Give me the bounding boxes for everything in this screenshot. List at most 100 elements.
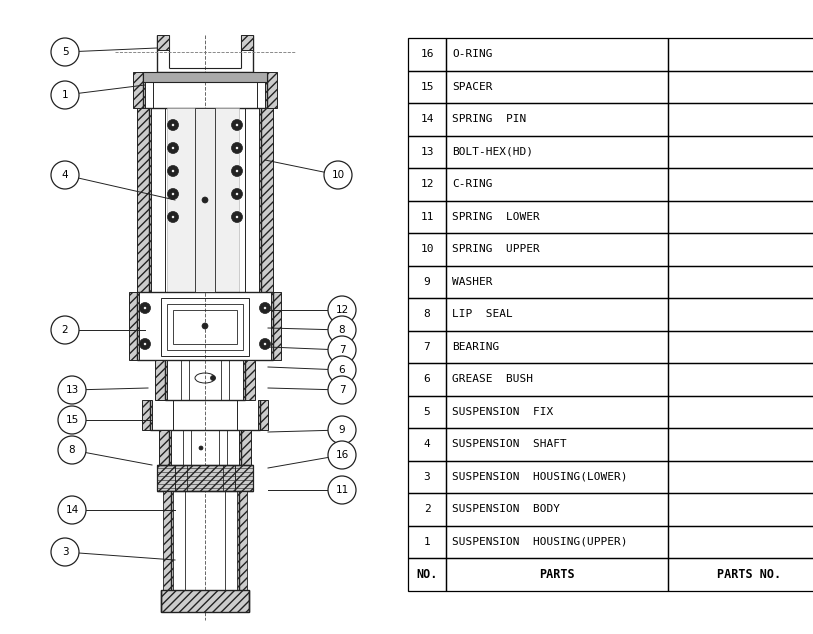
Text: 3: 3 [62,547,68,557]
Bar [668,460,813,493]
Bar [446,493,668,526]
Bar [258,400,268,430]
Circle shape [328,416,356,444]
Circle shape [51,538,79,566]
Circle shape [144,306,146,309]
Circle shape [328,356,356,384]
Bar [241,35,253,50]
Bar [668,200,813,233]
Circle shape [328,296,356,324]
Circle shape [167,188,179,200]
Bar [408,558,446,590]
Bar [446,428,668,460]
Text: 15: 15 [65,415,79,425]
Bar [446,233,668,266]
Text: 2: 2 [62,325,68,335]
Circle shape [51,38,79,66]
Text: 16: 16 [336,450,349,460]
Bar [668,70,813,103]
Text: 5: 5 [62,47,68,57]
Bar [408,526,446,558]
Text: 12: 12 [420,179,434,190]
Bar [668,330,813,363]
Bar [408,363,446,396]
Text: 6: 6 [424,374,430,384]
Bar [668,103,813,136]
Bar [271,292,281,360]
Text: 6: 6 [339,365,346,375]
Circle shape [172,193,175,195]
Text: 11: 11 [420,212,434,222]
Text: BEARING: BEARING [452,342,499,352]
Bar [408,493,446,526]
Text: 14: 14 [65,505,79,515]
Bar [408,233,446,266]
Text: 15: 15 [420,82,434,92]
Bar [239,430,251,465]
Circle shape [58,376,86,404]
Bar [163,491,173,591]
Bar [446,200,668,233]
Text: 1: 1 [424,537,430,547]
Circle shape [232,165,242,176]
Text: PARTS NO.: PARTS NO. [717,568,781,581]
Circle shape [172,216,175,219]
Text: 13: 13 [420,146,434,157]
Text: SUSPENSION  HOUSING(UPPER): SUSPENSION HOUSING(UPPER) [452,537,628,547]
Bar [408,330,446,363]
Bar [408,200,446,233]
Bar [668,266,813,298]
Bar [446,330,668,363]
Text: SUSPENSION  SHAFT: SUSPENSION SHAFT [452,439,567,450]
Bar [408,103,446,136]
Circle shape [324,161,352,189]
Bar [446,70,668,103]
Bar [668,558,813,590]
Bar [133,72,145,108]
Circle shape [199,446,203,450]
Bar [155,360,167,400]
Text: 9: 9 [424,277,430,287]
Bar [668,363,813,396]
Circle shape [232,188,242,200]
Bar [668,493,813,526]
Bar [668,396,813,428]
Circle shape [167,119,179,131]
Bar [668,233,813,266]
Circle shape [259,302,271,313]
Bar [159,430,171,465]
Circle shape [211,375,215,380]
Circle shape [51,161,79,189]
Bar [161,590,249,612]
Bar [408,168,446,200]
Text: 14: 14 [420,114,434,124]
Circle shape [167,143,179,153]
Circle shape [236,124,238,127]
Bar [195,108,215,292]
Text: C-RING: C-RING [452,179,493,190]
Bar [446,526,668,558]
Bar [408,396,446,428]
Text: NO.: NO. [416,568,437,581]
Bar [446,38,668,70]
Bar [137,108,151,292]
Bar [265,72,277,108]
Text: 4: 4 [62,170,68,180]
Circle shape [144,342,146,346]
Bar [408,428,446,460]
Circle shape [172,124,175,127]
Text: 7: 7 [339,345,346,355]
Circle shape [58,496,86,524]
Bar [408,70,446,103]
Bar [446,298,668,330]
Bar [167,304,243,350]
Text: 3: 3 [424,472,430,482]
Circle shape [328,441,356,469]
Text: 8: 8 [68,445,76,455]
Bar [259,108,273,292]
Text: WASHER: WASHER [452,277,493,287]
Text: 5: 5 [424,407,430,417]
Text: 8: 8 [339,325,346,335]
Circle shape [232,212,242,223]
Circle shape [236,216,238,219]
